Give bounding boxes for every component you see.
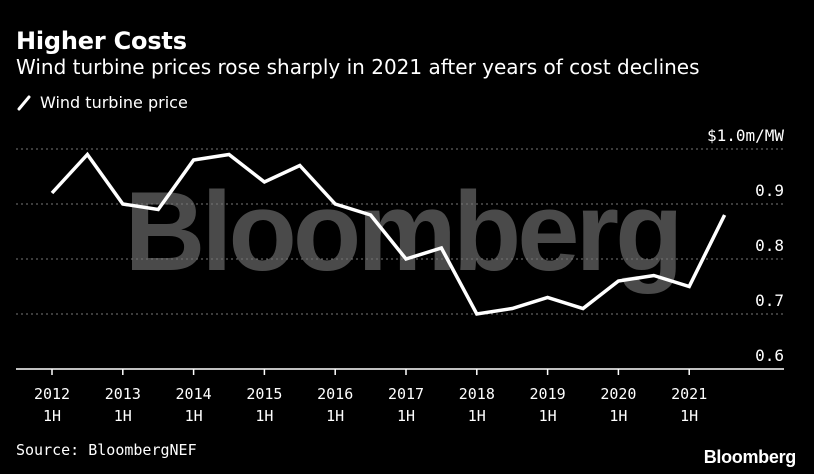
x-tick-label-year: 2012 [34,385,70,403]
x-tick-label-year: 2019 [530,385,566,403]
x-tick-label-half: 1H [680,407,698,425]
x-tick-label-year: 2020 [600,385,636,403]
x-tick-label-half: 1H [539,407,557,425]
line-swatch-icon [17,95,31,111]
x-tick-label-half: 1H [468,407,486,425]
legend-label: Wind turbine price [40,93,188,112]
y-tick-label: $1.0m/MW [707,126,784,145]
x-tick-label-half: 1H [326,407,344,425]
x-tick-label-year: 2015 [246,385,282,403]
chart-subtitle: Wind turbine prices rose sharply in 2021… [16,55,700,79]
y-tick-label: 0.9 [755,181,784,200]
x-tick-label-year: 2017 [388,385,424,403]
x-tick-label-year: 2021 [671,385,707,403]
y-tick-label: 0.8 [755,236,784,255]
x-tick-label-half: 1H [397,407,415,425]
chart-title: Higher Costs [16,27,187,55]
watermark-text: Bloomberg [124,169,679,294]
brand-logo: Bloomberg [703,447,797,467]
series-line-wind-turbine-price [50,151,727,316]
x-tick-label-year: 2018 [459,385,495,403]
x-tick-label-year: 2013 [105,385,141,403]
x-tick-label-year: 2014 [176,385,212,403]
source-note: Source: BloombergNEF [16,441,197,459]
y-tick-label: 0.7 [755,291,784,310]
x-tick-label-half: 1H [185,407,203,425]
x-tick-label-half: 1H [609,407,627,425]
x-tick-label-half: 1H [114,407,132,425]
chart-legend: Wind turbine price [16,94,188,112]
x-tick-label-half: 1H [255,407,273,425]
y-tick-label: 0.6 [755,346,784,365]
x-tick-label-half: 1H [43,407,61,425]
x-tick-label-year: 2016 [317,385,353,403]
